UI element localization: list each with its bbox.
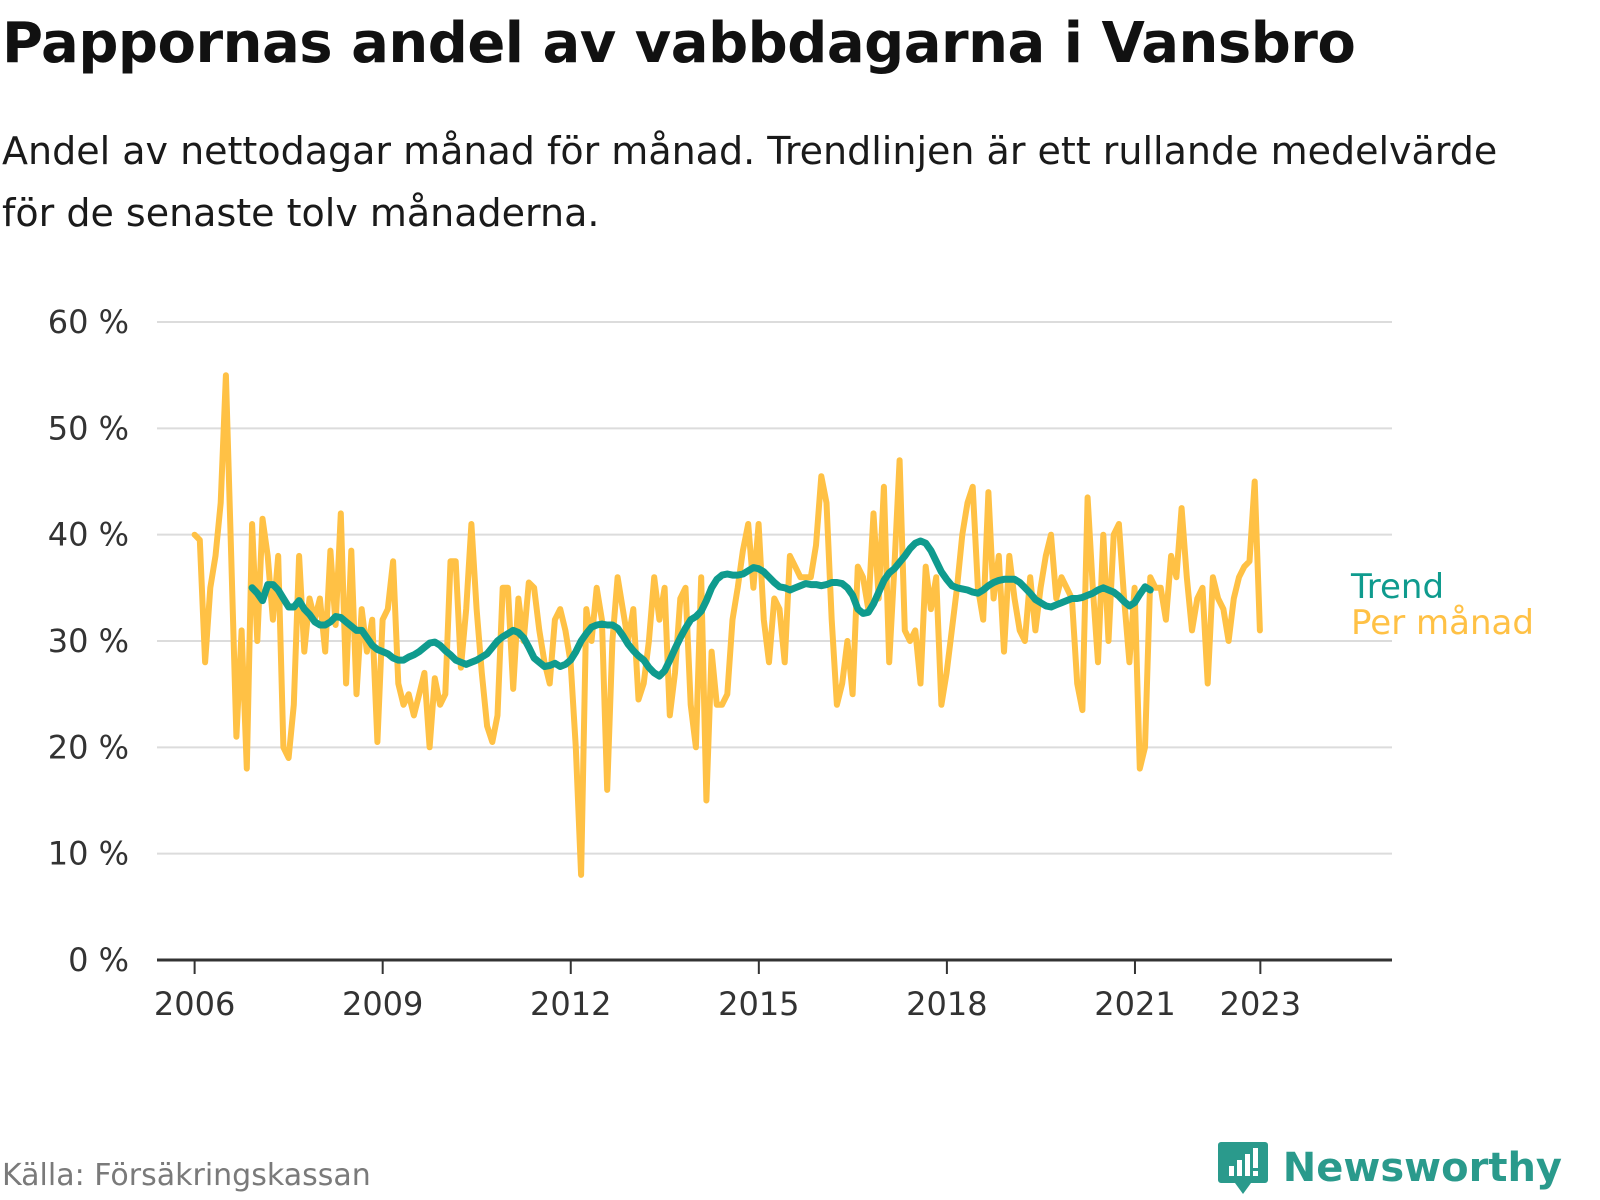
x-tick-label: 2021	[1094, 985, 1175, 1023]
trend-series-line	[248, 537, 1154, 680]
x-tick-label: 2015	[718, 985, 799, 1023]
y-tick-label: 10 %	[48, 835, 129, 873]
x-axis: 2006 2009 2012 2015 2018 2021 2023	[154, 958, 1392, 1023]
y-tick-label: 0 %	[68, 941, 129, 979]
legend-monthly: Per månad	[1351, 603, 1534, 643]
y-tick-label: 60 %	[48, 303, 129, 341]
monthly-series-line	[191, 372, 1263, 878]
newsworthy-logo-icon	[1217, 1142, 1268, 1194]
y-tick-label: 40 %	[48, 516, 129, 554]
y-tick-label: 20 %	[48, 728, 129, 766]
brand-name: Newsworthy	[1282, 1145, 1562, 1191]
chart-title: Pappornas andel av vabbdagarna i Vansbro	[2, 11, 1356, 76]
x-tick-label: 2012	[530, 985, 611, 1023]
x-tick-label: 2023	[1220, 985, 1301, 1023]
y-tick-label: 30 %	[48, 622, 129, 660]
source-note: Källa: Försäkringskassan	[2, 1158, 371, 1193]
legend-trend: Trend	[1350, 567, 1444, 607]
x-tick-label: 2018	[906, 985, 987, 1023]
y-tick-label: 50 %	[48, 409, 129, 447]
series-lines	[191, 372, 1263, 878]
x-tick-label: 2006	[154, 985, 235, 1023]
x-tick-label: 2009	[342, 985, 423, 1023]
brand-logo: Newsworthy	[1217, 1140, 1562, 1196]
chart-subtitle: Andel av nettodagar månad för månad. Tre…	[2, 129, 1498, 235]
gridlines: 0 % 10 % 20 % 30 % 40 % 50 % 60 %	[48, 303, 1392, 979]
